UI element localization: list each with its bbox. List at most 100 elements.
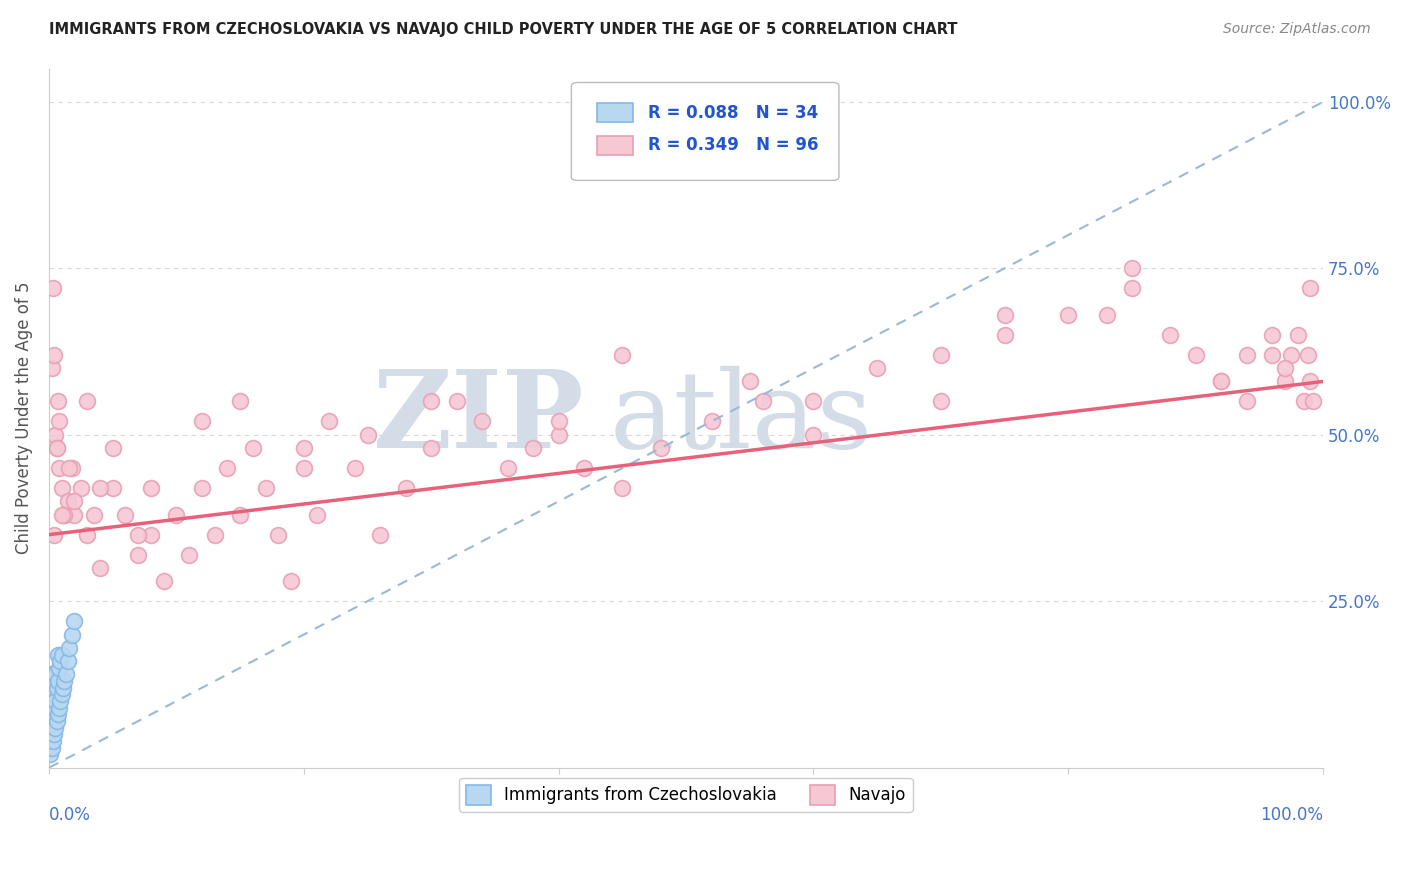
Point	[60, 627, 83, 641]
Bar	[598, 136, 633, 155]
Bar	[598, 103, 633, 122]
Point	[280, 574, 302, 589]
Point	[45, 681, 67, 695]
Point	[45, 441, 67, 455]
Point	[44, 667, 66, 681]
Point	[42, 727, 65, 741]
Point	[41, 361, 63, 376]
Point	[1274, 375, 1296, 389]
Y-axis label: Child Poverty Under the Age of 5: Child Poverty Under the Age of 5	[15, 282, 32, 554]
Point	[612, 481, 634, 495]
Text: IMMIGRANTS FROM CZECHOSLOVAKIA VS NAVAJO CHILD POVERTY UNDER THE AGE OF 5 CORREL: IMMIGRANTS FROM CZECHOSLOVAKIA VS NAVAJO…	[49, 22, 957, 37]
Point	[179, 548, 201, 562]
Point	[1236, 394, 1258, 409]
Point	[76, 394, 98, 409]
Text: R = 0.349   N = 96: R = 0.349 N = 96	[648, 136, 818, 154]
Point	[1236, 348, 1258, 362]
Point	[292, 441, 315, 455]
Point	[522, 441, 544, 455]
Point	[42, 707, 65, 722]
Point	[42, 281, 65, 295]
Point	[305, 508, 328, 522]
Point	[63, 508, 86, 522]
Point	[127, 527, 149, 541]
Point	[1211, 375, 1233, 389]
Point	[318, 414, 340, 428]
Point	[60, 461, 83, 475]
Point	[1211, 375, 1233, 389]
Point	[56, 654, 79, 668]
Point	[612, 348, 634, 362]
Point	[52, 681, 75, 695]
FancyBboxPatch shape	[571, 82, 839, 180]
Point	[1159, 327, 1181, 342]
Point	[420, 441, 443, 455]
Point	[41, 694, 63, 708]
Point	[254, 481, 277, 495]
Point	[51, 688, 73, 702]
Point	[51, 648, 73, 662]
Point	[44, 694, 66, 708]
Point	[1261, 348, 1284, 362]
Point	[1292, 394, 1315, 409]
Point	[51, 508, 73, 522]
Point	[51, 481, 73, 495]
Point	[395, 481, 418, 495]
Point	[1095, 308, 1118, 322]
Point	[368, 527, 391, 541]
Point	[292, 461, 315, 475]
Point	[1302, 394, 1324, 409]
Legend: Immigrants from Czechoslovakia, Navajo: Immigrants from Czechoslovakia, Navajo	[460, 778, 912, 812]
Point	[547, 414, 569, 428]
Point	[53, 508, 76, 522]
Point	[56, 494, 79, 508]
Point	[1121, 281, 1143, 295]
Point	[139, 527, 162, 541]
Point	[45, 714, 67, 728]
Point	[39, 727, 62, 741]
Text: Source: ZipAtlas.com: Source: ZipAtlas.com	[1223, 22, 1371, 37]
Point	[41, 721, 63, 735]
Text: ZIP: ZIP	[373, 365, 583, 471]
Point	[650, 441, 672, 455]
Point	[204, 527, 226, 541]
Point	[76, 527, 98, 541]
Point	[446, 394, 468, 409]
Point	[42, 700, 65, 714]
Point	[420, 394, 443, 409]
Point	[700, 414, 723, 428]
Point	[1274, 361, 1296, 376]
Point	[53, 508, 76, 522]
Point	[547, 427, 569, 442]
Point	[1296, 348, 1319, 362]
Point	[751, 394, 773, 409]
Point	[58, 640, 80, 655]
Point	[49, 694, 72, 708]
Point	[267, 527, 290, 541]
Point	[46, 394, 69, 409]
Point	[101, 441, 124, 455]
Point	[42, 527, 65, 541]
Point	[89, 481, 111, 495]
Point	[1286, 327, 1309, 342]
Point	[1261, 327, 1284, 342]
Point	[471, 414, 494, 428]
Point	[53, 674, 76, 689]
Point	[114, 508, 136, 522]
Point	[803, 394, 825, 409]
Point	[1121, 261, 1143, 276]
Point	[39, 707, 62, 722]
Point	[1279, 348, 1302, 362]
Point	[929, 394, 952, 409]
Point	[41, 740, 63, 755]
Point	[42, 348, 65, 362]
Point	[229, 394, 252, 409]
Point	[229, 508, 252, 522]
Point	[46, 648, 69, 662]
Point	[69, 481, 91, 495]
Point	[46, 674, 69, 689]
Point	[866, 361, 889, 376]
Point	[1299, 375, 1322, 389]
Point	[63, 494, 86, 508]
Point	[101, 481, 124, 495]
